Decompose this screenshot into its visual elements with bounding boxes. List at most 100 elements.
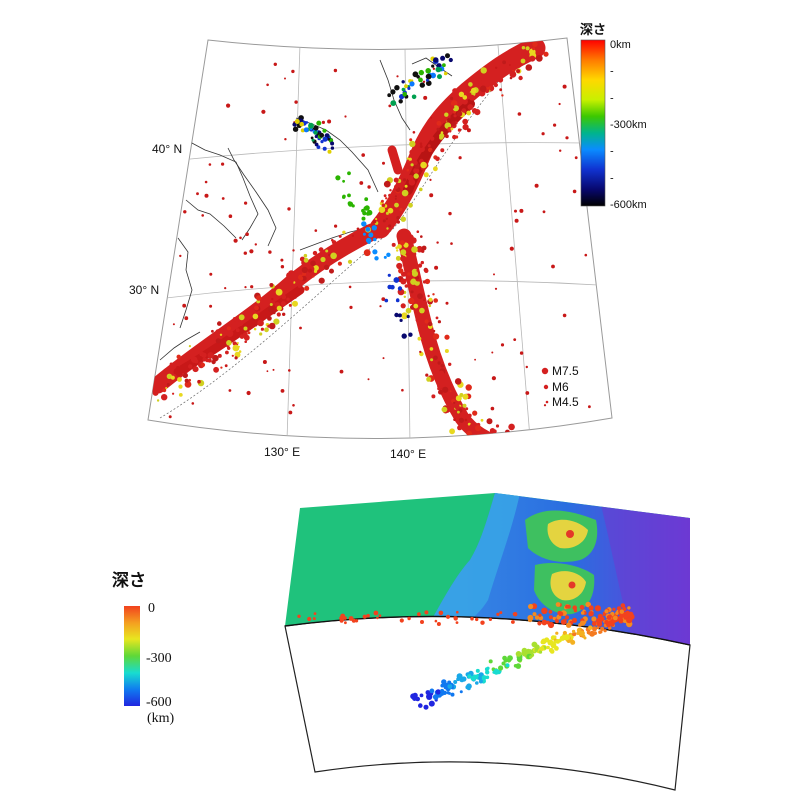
epicenter-dot xyxy=(379,305,382,308)
epicenter-dot xyxy=(452,105,459,112)
epicenter-dot xyxy=(468,82,473,87)
epicenter-dot xyxy=(152,389,159,396)
deep-epicenter-dot xyxy=(371,225,377,231)
epicenter-dot xyxy=(344,115,347,118)
epicenter-dot xyxy=(312,257,317,262)
epicenter-dot xyxy=(191,402,195,405)
epicenter-dot xyxy=(182,372,185,375)
deep-epicenter-dot xyxy=(314,142,319,147)
hypocenter-dot xyxy=(538,650,543,654)
hypocenter-dot xyxy=(472,674,477,679)
epicenter-dot xyxy=(423,299,426,302)
epicenter-dot xyxy=(386,227,389,230)
hypocenter-dot xyxy=(501,661,506,666)
epicenter-dot xyxy=(281,294,287,300)
epicenter-dot xyxy=(491,376,496,381)
epicenter-dot xyxy=(219,333,223,336)
epicenter-dot xyxy=(502,60,506,65)
epicenter-dot xyxy=(445,301,449,305)
bottom-tick-0: 0 xyxy=(148,601,155,616)
epicenter-dot xyxy=(284,138,287,141)
hypocenter-dot xyxy=(297,614,301,618)
hypocenter-dot xyxy=(440,688,445,693)
epicenter-dot xyxy=(313,269,318,273)
epicenter-dot xyxy=(486,418,493,425)
epicenter-dot xyxy=(337,261,342,266)
epicenter-dot xyxy=(168,415,172,419)
hypocenter-dot xyxy=(619,609,624,614)
epicenter-dot xyxy=(438,384,443,389)
deep-epicenter-dot xyxy=(316,120,322,126)
hypocenter-dot xyxy=(620,603,626,608)
hypocenter-dot xyxy=(498,665,504,671)
hypocenter-dot xyxy=(555,602,561,607)
epicenter-dot xyxy=(413,173,419,179)
epicenter-dot xyxy=(493,82,498,88)
epicenter-dot xyxy=(420,260,424,265)
epicenter-dot xyxy=(227,346,231,350)
epicenter-dot xyxy=(162,388,167,393)
epicenter-dot xyxy=(254,305,259,311)
epicenter-dot xyxy=(441,406,448,413)
epicenter-dot xyxy=(339,369,344,374)
epicenter-dot xyxy=(405,307,412,314)
epicenter-dot xyxy=(427,321,433,327)
deep-epicenter-dot xyxy=(393,277,400,283)
hypocenter-dot xyxy=(445,614,451,619)
hypocenter-dot xyxy=(515,651,522,657)
hypocenter-dot xyxy=(453,680,458,684)
hypocenter-dot xyxy=(612,615,618,621)
epicenter-dot xyxy=(415,275,419,280)
hypocenter-dot xyxy=(488,659,493,664)
hypocenter-dot xyxy=(420,620,424,624)
epicenter-dot xyxy=(436,127,440,131)
hypocenter-dot xyxy=(348,616,354,621)
epicenter-dot xyxy=(440,363,445,368)
epicenter-dot xyxy=(391,242,396,247)
epicenter-dot xyxy=(428,304,432,308)
epicenter-dot xyxy=(310,260,316,267)
hypocenter-dot xyxy=(493,668,500,675)
deep-epicenter-dot xyxy=(303,127,309,133)
epicenter-dot xyxy=(348,285,352,289)
epicenter-dot xyxy=(170,195,175,200)
deep-epicenter-dot xyxy=(319,132,325,138)
epicenter-dot xyxy=(213,366,220,373)
epicenter-dot xyxy=(450,242,453,245)
epicenter-dot xyxy=(323,264,330,270)
deep-epicenter-dot xyxy=(320,140,324,144)
upland-south xyxy=(550,571,586,601)
hypocenter-dot xyxy=(480,620,485,625)
top-colorbar xyxy=(580,39,606,207)
epicenter-dot xyxy=(412,131,416,134)
epicenter-dot xyxy=(230,320,236,326)
deep-epicenter-dot xyxy=(314,134,318,139)
epicenter-dot xyxy=(421,245,427,251)
lon-140-label: 140° E xyxy=(390,447,426,461)
hypocenter-dot xyxy=(410,693,416,700)
deep-epicenter-dot xyxy=(430,72,436,79)
epicenter-dot xyxy=(517,112,522,116)
hypocenter-dot xyxy=(572,605,577,610)
hypocenter-dot xyxy=(610,622,615,627)
epicenter-dot xyxy=(395,255,401,261)
epicenter-dot xyxy=(420,235,423,238)
hypocenter-dot xyxy=(592,626,597,632)
hypocenter-dot xyxy=(455,621,459,624)
epicenter-dot xyxy=(421,249,425,253)
hypocenter-dot xyxy=(446,691,450,695)
epicenter-dot xyxy=(477,79,482,85)
deep-epicenter-dot xyxy=(310,136,314,140)
epicenter-dot xyxy=(269,283,274,287)
hypocenter-dot xyxy=(486,666,490,670)
epicenter-dot xyxy=(321,120,325,124)
epicenter-dot xyxy=(495,424,500,428)
deep-epicenter-dot xyxy=(342,194,346,199)
epicenter-dot xyxy=(396,220,400,224)
epicenter-dot xyxy=(244,201,248,205)
deep-epicenter-dot xyxy=(372,249,378,255)
epicenter-dot xyxy=(280,258,284,262)
epicenter-dot xyxy=(438,370,445,376)
epicenter-dot xyxy=(285,285,289,289)
epicenter-dot xyxy=(508,423,515,431)
